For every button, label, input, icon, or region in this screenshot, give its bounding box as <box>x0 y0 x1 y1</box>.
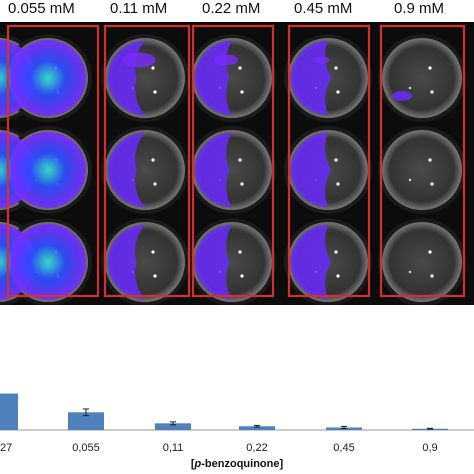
well-highlight <box>240 274 244 278</box>
well-highlight <box>334 250 338 254</box>
x-tick-label: 27 <box>0 442 12 454</box>
error-bar <box>170 421 176 426</box>
fluorescence-signal <box>213 54 239 66</box>
well-highlight <box>430 182 434 186</box>
fluorescence-signal <box>195 225 232 299</box>
well-highlight <box>240 182 244 186</box>
well-highlight <box>151 250 155 254</box>
well-highlight <box>151 66 155 70</box>
concentration-label: 0.055 mM <box>8 0 75 17</box>
well-highlight <box>336 182 340 186</box>
well-plate-image <box>0 22 474 305</box>
column-frame <box>103 24 191 298</box>
concentration-label: 0.9 mM <box>394 0 445 17</box>
bar <box>239 426 275 430</box>
x-tick-label: 0,11 <box>163 442 184 454</box>
well-highlight <box>151 158 155 162</box>
fluorescence-signal <box>122 52 156 68</box>
fluorescence-signal <box>10 40 86 116</box>
x-tick-label: 0,22 <box>246 442 267 454</box>
fluorescence-signal <box>108 225 145 299</box>
bar <box>0 393 18 430</box>
well-highlight <box>430 274 434 278</box>
fluorescence-signal <box>195 133 232 207</box>
well-highlight <box>336 274 340 278</box>
well-highlight <box>408 270 412 274</box>
well-highlight <box>428 66 432 70</box>
fluorescence-signal <box>314 56 330 64</box>
fluorescence-signal <box>108 133 145 207</box>
error-bar <box>427 427 433 430</box>
well-highlight <box>334 66 338 70</box>
error-bar <box>83 408 89 417</box>
fluorescence-signal <box>392 91 412 101</box>
well-highlight <box>153 274 157 278</box>
fluorescence-signal <box>291 225 332 299</box>
column-frame <box>191 24 275 298</box>
well-highlight <box>238 250 242 254</box>
well-highlight <box>240 90 244 94</box>
bar-chart: 27 0,055 0,11 0,22 0,45 0,9 <box>0 393 474 454</box>
well-highlight <box>430 90 434 94</box>
fluorescence-signal <box>291 133 332 207</box>
well-highlight <box>428 158 432 162</box>
well <box>382 130 462 210</box>
column-frame <box>6 24 100 298</box>
column-frame <box>287 24 371 298</box>
error-bar <box>341 425 347 430</box>
well <box>382 38 462 118</box>
well-highlight <box>238 158 242 162</box>
well-highlight <box>238 66 242 70</box>
well-highlight <box>153 182 157 186</box>
well-highlight <box>408 86 412 90</box>
well-highlight <box>336 90 340 94</box>
concentration-label: 0.22 mM <box>202 0 261 17</box>
bar <box>68 412 104 430</box>
concentration-label: 0.45 mM <box>294 0 353 17</box>
well-highlight <box>153 90 157 94</box>
x-tick-label: 0,45 <box>333 442 354 454</box>
error-bar <box>254 424 260 428</box>
column-frame <box>379 24 466 298</box>
well-highlight <box>408 178 412 182</box>
bar <box>155 423 191 430</box>
fluorescence-signal <box>10 132 86 208</box>
fluorescence-signal <box>10 224 86 300</box>
well-highlight <box>428 250 432 254</box>
well <box>382 222 462 302</box>
x-tick-label: 0,055 <box>72 442 100 454</box>
concentration-label: 0.11 mM <box>110 0 168 17</box>
x-axis-title: [p-benzoquinone] <box>190 458 284 470</box>
x-tick-label: 0,9 <box>422 442 437 454</box>
well-highlight <box>334 158 338 162</box>
